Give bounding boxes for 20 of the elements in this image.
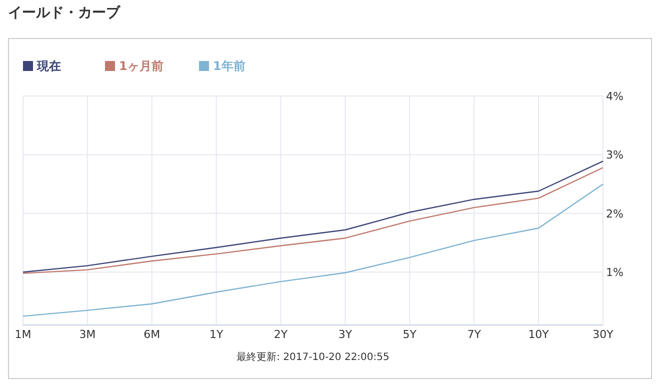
x-tick-label: 1Y — [209, 328, 224, 341]
x-tick-label: 6M — [144, 328, 160, 341]
text: 最終更新: 2017-10-20 22:00:55 — [236, 351, 390, 363]
line-series — [22, 183, 604, 317]
x-tick-label: 3M — [79, 328, 96, 341]
x-tick-label: 7Y — [467, 328, 482, 341]
legend-label: 現在 — [36, 59, 61, 74]
x-tick-label: 2Y — [274, 328, 288, 341]
x-tick-label: 30Y — [592, 328, 614, 341]
y-tick-label: 2% — [606, 207, 624, 220]
x-tick-label: 3Y — [338, 328, 352, 341]
x-tick-label: 5Y — [402, 328, 417, 341]
legend-label: 1年前 — [213, 59, 246, 74]
chart-title: イールド・カーブ — [8, 4, 121, 21]
x-tick-label: 10Y — [528, 328, 550, 341]
x-tick-label: 1M — [14, 328, 32, 341]
y-tick-label: 4% — [606, 90, 624, 103]
y-tick-label: 1% — [606, 266, 624, 280]
y-tick-label: 3% — [606, 148, 624, 162]
legend-label: 1ヶ月前 — [119, 59, 164, 74]
